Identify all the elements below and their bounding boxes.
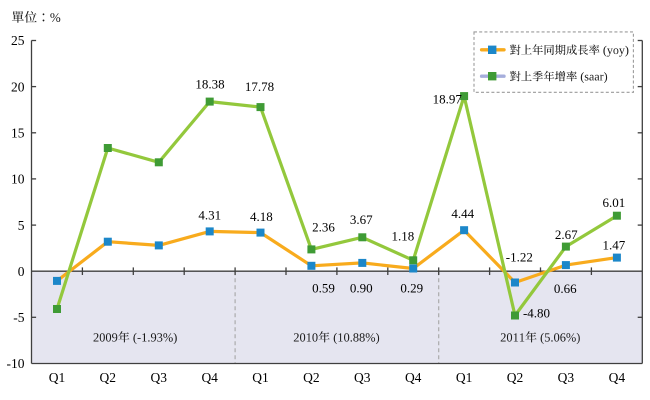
svg-text:-10: -10 [7,356,25,371]
svg-text:2.67: 2.67 [555,227,578,242]
svg-text:-4.80: -4.80 [523,306,550,321]
svg-text:Q1: Q1 [456,370,473,385]
svg-text:0.59: 0.59 [312,281,335,296]
svg-text:10: 10 [11,172,25,187]
svg-text:Q3: Q3 [558,370,575,385]
svg-text:4.18: 4.18 [250,209,273,224]
svg-text:0.66: 0.66 [554,281,577,296]
svg-text:Q1: Q1 [49,370,66,385]
svg-text:0.29: 0.29 [400,281,423,296]
svg-text:Q4: Q4 [201,370,218,385]
svg-text:6.01: 6.01 [603,195,626,210]
svg-text:5: 5 [18,218,25,233]
svg-text:2.36: 2.36 [312,220,335,235]
svg-text:Q2: Q2 [507,370,524,385]
svg-text:Q1: Q1 [252,370,269,385]
svg-text:18.97: 18.97 [433,92,463,107]
svg-text:0.90: 0.90 [350,281,373,296]
svg-text:3.67: 3.67 [350,212,373,227]
svg-text:15: 15 [11,126,25,141]
svg-text:17.78: 17.78 [245,79,274,94]
svg-text:25: 25 [11,33,25,48]
svg-text:-5: -5 [13,310,24,325]
svg-text:Q3: Q3 [354,370,371,385]
svg-text:1.47: 1.47 [603,237,626,252]
svg-text:Q3: Q3 [151,370,168,385]
svg-text:Q4: Q4 [609,370,626,385]
svg-text:-1.22: -1.22 [506,249,533,264]
svg-text:0: 0 [18,264,25,279]
svg-text:4.44: 4.44 [451,206,474,221]
svg-text:1.18: 1.18 [392,229,415,244]
svg-text:20: 20 [11,79,25,94]
svg-text:Q2: Q2 [303,370,320,385]
svg-text:4.31: 4.31 [198,208,221,223]
svg-text:Q2: Q2 [100,370,117,385]
svg-text:18.38: 18.38 [195,77,224,92]
svg-text:Q4: Q4 [405,370,422,385]
